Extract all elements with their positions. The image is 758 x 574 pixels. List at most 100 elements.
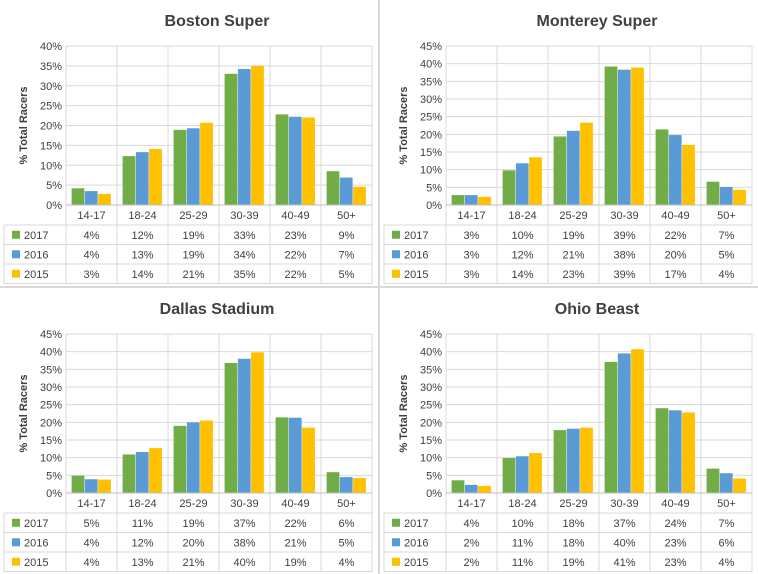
chart-title: Boston Super — [165, 13, 270, 30]
bar-2017-25-29 — [553, 430, 567, 493]
bar-2015-18-24 — [529, 453, 542, 493]
data-label-2016-25-29: 21% — [562, 249, 584, 261]
bar-2016-14-17 — [84, 191, 98, 205]
x-tick-label: 14-17 — [77, 498, 105, 510]
y-tick-label: 45% — [40, 329, 62, 341]
bar-2015-18-24 — [149, 448, 162, 493]
bar-2015-14-17 — [478, 196, 491, 205]
y-tick-label: 30% — [420, 94, 442, 106]
bar-2016-30-39 — [617, 69, 631, 205]
data-label-2015-25-29: 21% — [182, 557, 204, 569]
y-tick-label: 5% — [46, 180, 62, 192]
y-tick-label: 30% — [40, 81, 62, 93]
x-tick-label: 25-29 — [179, 210, 207, 222]
y-tick-label: 25% — [420, 400, 442, 412]
chart-panel-ohio-beast: Ohio Beast % Total Racers 0% 5% 10% 15% 20% 25%… — [380, 288, 758, 574]
bar-2017-30-39 — [604, 361, 618, 493]
y-tick-label: 15% — [420, 147, 442, 159]
y-tick-label: 10% — [420, 453, 442, 465]
legend-key-2015 — [392, 269, 400, 278]
bar-2016-50 — [339, 177, 353, 205]
x-tick-label: 14-17 — [457, 210, 485, 222]
data-label-2016-40-49: 21% — [284, 537, 306, 549]
data-label-2017-18-24: 10% — [511, 230, 533, 242]
bar-2017-50 — [706, 181, 720, 205]
data-label-2015-18-24: 14% — [511, 269, 533, 281]
bar-2015-18-24 — [529, 157, 542, 205]
data-label-2017-25-29: 19% — [562, 230, 584, 242]
horizontal-divider — [0, 286, 758, 288]
legend-label-2017: 2017 — [404, 230, 428, 242]
bar-2017-14-17 — [71, 475, 85, 493]
x-tick-label: 25-29 — [179, 498, 207, 510]
bar-2017-40-49 — [275, 114, 289, 205]
y-tick-label: 40% — [40, 41, 62, 53]
data-label-2017-50: 6% — [339, 518, 355, 530]
bar-2016-30-39 — [237, 358, 251, 493]
bar-2015-14-17 — [478, 485, 491, 493]
data-label-2015-25-29: 21% — [182, 269, 204, 281]
bar-2015-40-49 — [302, 117, 315, 205]
chart-panel-dallas-stadium: Dallas Stadium % Total Racers 0% 5% 10% 15% 20… — [0, 288, 378, 574]
x-tick-label: 25-29 — [559, 210, 587, 222]
bar-2016-18-24 — [135, 452, 149, 493]
y-axis-label: % Total Racers — [18, 86, 30, 164]
x-tick-label: 18-24 — [128, 498, 156, 510]
x-tick-label: 50+ — [337, 210, 356, 222]
bar-2015-40-49 — [302, 427, 315, 493]
data-label-2016-14-17: 4% — [84, 249, 100, 261]
y-tick-label: 20% — [420, 417, 442, 429]
bar-2017-14-17 — [71, 188, 85, 205]
bar-2017-14-17 — [451, 195, 465, 205]
legend-key-2017 — [392, 518, 400, 527]
bar-2015-50 — [733, 478, 746, 493]
bar-2017-30-39 — [224, 362, 238, 493]
x-tick-label: 25-29 — [559, 498, 587, 510]
bar-2016-40-49 — [288, 116, 302, 205]
y-axis-label: % Total Racers — [398, 86, 410, 164]
legend-label-2017: 2017 — [24, 518, 48, 530]
bar-2015-14-17 — [98, 479, 111, 493]
y-tick-label: 25% — [40, 101, 62, 113]
bar-2017-40-49 — [275, 417, 289, 493]
bar-2017-25-29 — [553, 136, 567, 205]
data-label-2017-14-17: 4% — [464, 518, 480, 530]
legend-label-2015: 2015 — [404, 557, 428, 569]
bar-2016-25-29 — [566, 428, 580, 493]
y-tick-label: 30% — [40, 382, 62, 394]
y-tick-label: 10% — [40, 160, 62, 172]
bar-2015-18-24 — [149, 148, 162, 205]
data-label-2016-50: 5% — [339, 537, 355, 549]
data-label-2016-30-39: 40% — [613, 537, 635, 549]
data-label-2017-40-49: 22% — [664, 230, 686, 242]
data-label-2015-50: 5% — [339, 269, 355, 281]
chart-dallas-stadium: Dallas Stadium % Total Racers 0% 5% 10% 15% 20… — [3, 301, 373, 572]
data-label-2017-14-17: 4% — [84, 230, 100, 242]
bar-2015-25-29 — [200, 420, 213, 493]
data-label-2016-40-49: 20% — [664, 249, 686, 261]
data-label-2017-18-24: 10% — [511, 518, 533, 530]
bar-2015-40-49 — [682, 412, 695, 493]
bar-2015-50 — [353, 478, 366, 493]
data-label-2017-30-39: 37% — [613, 518, 635, 530]
data-label-2015-30-39: 41% — [613, 557, 635, 569]
bar-2017-40-49 — [655, 129, 669, 205]
legend-key-2015 — [12, 557, 20, 566]
data-label-2015-40-49: 19% — [284, 557, 306, 569]
data-label-2016-18-24: 12% — [131, 537, 153, 549]
chart-title: Dallas Stadium — [160, 301, 275, 318]
bar-2016-25-29 — [566, 130, 580, 205]
data-label-2016-30-39: 34% — [233, 249, 255, 261]
legend-label-2015: 2015 — [404, 269, 428, 281]
data-label-2016-25-29: 18% — [562, 537, 584, 549]
chart-panel-monterey-super: Monterey Super % Total Racers 0% 5% 10% 15% 20… — [380, 0, 758, 286]
bar-2015-50 — [353, 186, 366, 205]
y-tick-label: 10% — [40, 453, 62, 465]
bar-2016-50 — [719, 186, 733, 205]
bar-2016-18-24 — [515, 456, 529, 493]
y-tick-label: 35% — [40, 61, 62, 73]
data-label-2017-50: 7% — [719, 518, 735, 530]
legend-key-2016 — [392, 538, 400, 547]
y-tick-label: 20% — [40, 417, 62, 429]
